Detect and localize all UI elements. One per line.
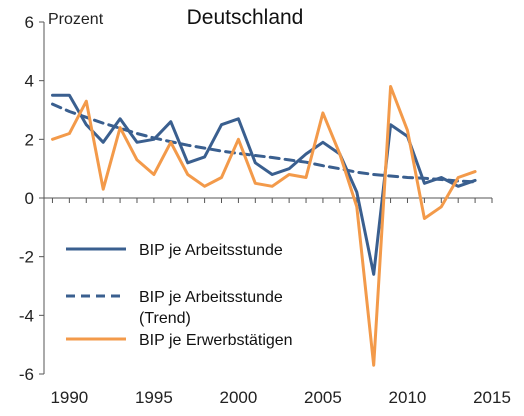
x-tick-label: 2005 bbox=[304, 388, 342, 407]
axes-layer: 6 4 2 0 -2 -4 -6 1990 1995 2000 2005 2010 2015 bbox=[19, 13, 511, 407]
y-tick-label: 2 bbox=[25, 130, 34, 149]
x-tick-label: 1995 bbox=[135, 388, 173, 407]
x-tick-label: 2000 bbox=[220, 388, 258, 407]
series-layer bbox=[51, 85, 477, 367]
y-tick-label: -2 bbox=[19, 248, 34, 267]
chart-title: Deutschland bbox=[187, 6, 304, 29]
series-line-1 bbox=[51, 102, 477, 184]
legend: BIP je Arbeitsstunde BIP je Arbeitsstunde… bbox=[66, 242, 293, 349]
series-line-2 bbox=[51, 85, 477, 367]
x-tick-label: 1990 bbox=[50, 388, 88, 407]
y-tick-label: 6 bbox=[25, 13, 34, 32]
legend-label-2: BIP je Erwerbstätigen bbox=[139, 332, 293, 349]
y-axis-unit-label: Prozent bbox=[48, 11, 104, 28]
x-tick-label: 2010 bbox=[389, 388, 427, 407]
y-tick-label: 0 bbox=[25, 189, 34, 208]
x-tick-label: 2015 bbox=[473, 388, 511, 407]
legend-label-1: BIP je Arbeitsstunde (Trend) bbox=[139, 289, 283, 327]
legend-label-0: BIP je Arbeitsstunde bbox=[139, 242, 283, 259]
y-tick-label: -6 bbox=[19, 365, 34, 384]
y-tick-label: 4 bbox=[25, 72, 34, 91]
y-tick-label: -4 bbox=[19, 306, 34, 325]
series-line-0 bbox=[51, 93, 477, 276]
